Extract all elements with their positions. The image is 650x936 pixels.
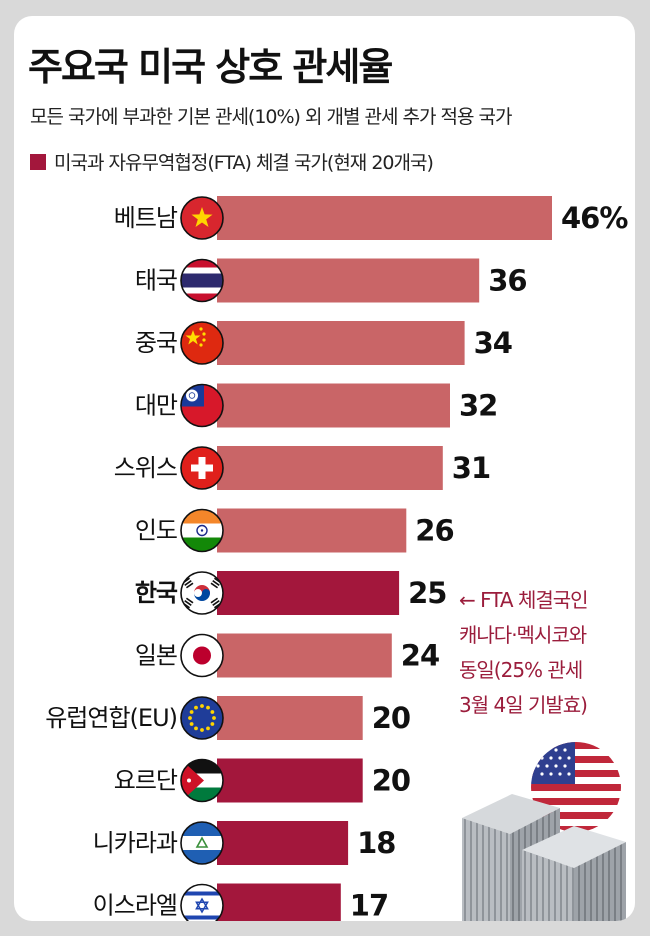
shipping-container-icon (462, 794, 626, 921)
value-label-0: 46% (561, 201, 628, 235)
annotation-line-3: 동일(25% 관세 (459, 658, 583, 682)
category-label-5: 인도 (135, 517, 177, 545)
category-label-4: 스위스 (114, 454, 177, 482)
bar-4 (217, 446, 443, 490)
value-label-9: 20 (372, 764, 410, 798)
bar-chart: 베트남 46% 태국 36 중국 34 대만 32 스위스 31 인도 26 한국 25 일본 24 유럽연합(… (45, 196, 629, 922)
china-flag-icon (180, 321, 224, 365)
legend-swatch (30, 153, 46, 170)
value-label-11: 17 (350, 889, 388, 922)
bar-2 (217, 321, 465, 365)
category-label-2: 중국 (135, 329, 177, 357)
india-flag-icon (180, 508, 224, 553)
value-label-5: 26 (415, 514, 453, 548)
japan-flag-icon (180, 633, 224, 678)
value-label-1: 36 (488, 264, 526, 298)
vietnam-flag-icon (180, 196, 224, 240)
switzerland-flag-icon (180, 446, 224, 490)
annotation-line-4: 3월 4일 기발효) (459, 693, 588, 717)
category-label-8: 유럽연합(EU) (45, 704, 177, 732)
bars-layer: 베트남 46% 태국 36 중국 34 대만 32 스위스 31 인도 26 한국 25 일본 24 유럽연합(… (45, 196, 629, 922)
category-label-3: 대만 (135, 392, 178, 420)
value-label-4: 31 (452, 451, 490, 485)
nicaragua-flag-icon (180, 821, 224, 865)
value-label-3: 32 (459, 389, 497, 423)
value-label-7: 24 (401, 639, 439, 673)
category-label-1: 태국 (135, 267, 177, 295)
annotation-line-1: ← FTA 체결국인 (459, 588, 589, 612)
value-label-2: 34 (474, 326, 512, 360)
value-label-10: 18 (357, 826, 395, 860)
value-label-8: 20 (372, 701, 410, 735)
bar-1 (217, 258, 480, 303)
bar-10 (217, 821, 349, 865)
korea-annotation: ← FTA 체결국인 캐나다·멕시코와 동일(25% 관세 3월 4일 기발효) (459, 583, 629, 723)
annotation-line-2: 캐나다·멕시코와 (459, 623, 587, 647)
bar-6 (217, 571, 400, 615)
category-label-6: 한국 (135, 579, 178, 607)
thailand-flag-icon (180, 258, 224, 303)
jordan-flag-icon (180, 758, 224, 803)
bar-5 (217, 508, 407, 553)
bar-0 (217, 196, 552, 240)
bar-9 (217, 758, 363, 803)
israel-flag-icon (180, 883, 224, 921)
category-label-0: 베트남 (114, 204, 178, 232)
infographic-card: 주요국 미국 상호 관세율 모든 국가에 부과한 기본 관세(10%) 외 개별… (14, 16, 635, 921)
value-label-6: 25 (408, 576, 446, 610)
bar-8 (217, 696, 363, 740)
chart-title: 주요국 미국 상호 관세율 (28, 45, 393, 89)
category-label-11: 이스라엘 (93, 892, 177, 920)
korea-flag-icon (180, 571, 224, 615)
bar-3 (217, 383, 450, 428)
legend: 미국과 자유무역협정(FTA) 체결 국가(현재 20개국) (30, 148, 434, 175)
legend-label: 미국과 자유무역협정(FTA) 체결 국가(현재 20개국) (54, 152, 434, 174)
category-label-10: 니카라과 (93, 829, 178, 857)
bar-7 (217, 633, 392, 678)
eu-flag-icon (180, 696, 224, 740)
category-label-9: 요르단 (114, 767, 178, 795)
chart-subtitle: 모든 국가에 부과한 기본 관세(10%) 외 개별 관세 추가 적용 국가 (30, 106, 512, 128)
bar-11 (217, 883, 341, 921)
taiwan-flag-icon (180, 383, 224, 428)
category-label-7: 일본 (135, 642, 177, 670)
